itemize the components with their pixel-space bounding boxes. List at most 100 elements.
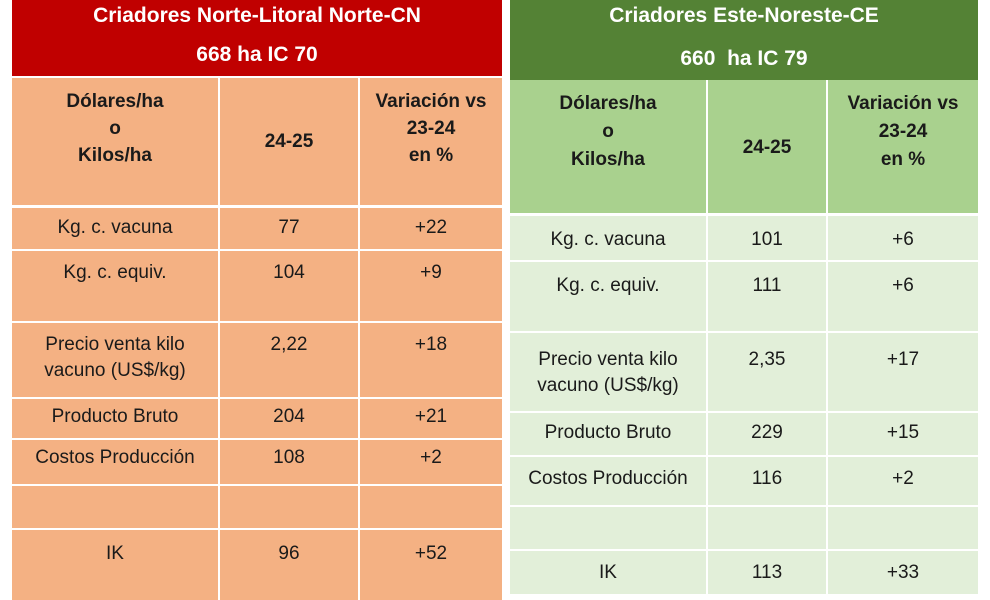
cn-row-value: 2,22	[220, 323, 360, 397]
cn-label-text: Producto Bruto	[51, 406, 179, 427]
cn-subtitle: 668 ha IC 70	[196, 43, 318, 66]
ce-table: Dólares/ha o Kilos/ha 24-25 Variación vs…	[510, 80, 978, 594]
ce-row-variation: +33	[828, 551, 978, 594]
cn-row-label: Precio venta kilo vacuno (US$/kg)	[12, 323, 220, 397]
cn-variation-text: +18	[414, 334, 448, 355]
cn-row-value: 104	[220, 251, 360, 321]
ce-variation-text: +15	[886, 422, 920, 443]
ce-row-variation	[828, 507, 978, 549]
ce-value-text: 2,35	[748, 349, 786, 370]
ce-row-label: Kg. c. vacuna	[510, 216, 708, 260]
cn-row-value: 204	[220, 399, 360, 438]
ce-label-text-line2: vacuno (US$/kg)	[537, 375, 679, 396]
ce-row-label: IK	[510, 551, 708, 594]
cn-row-label: Kg. c. vacuna	[12, 208, 220, 249]
ce-row-kg-equiv: Kg. c. equiv. 111 +6	[510, 262, 978, 333]
ce-title: Criadores Este-Noreste-CE	[609, 4, 879, 27]
cn-row-kg-equiv: Kg. c. equiv. 104 +9	[12, 251, 502, 323]
cn-row-label	[12, 486, 220, 528]
cn-table: Dólares/ha o Kilos/ha 24-25 Variación vs…	[12, 78, 502, 600]
ce-row-value: 111	[708, 262, 828, 331]
cn-panel: Criadores Norte-Litoral Norte-CN 668 ha …	[12, 0, 502, 600]
cn-row-variation: +9	[360, 251, 502, 321]
ce-header-variation-line2: 23-24	[878, 121, 928, 142]
ce-header-units-line2: o	[602, 121, 614, 142]
ce-value-text: 116	[751, 468, 783, 489]
cn-header-variation-line1: Variación vs	[375, 91, 487, 112]
cn-row-label: IK	[12, 530, 220, 600]
ce-value-text: 101	[751, 229, 783, 250]
cn-value-text: 108	[273, 447, 305, 468]
cn-value-text: 204	[273, 406, 305, 427]
cn-value-text: 104	[273, 262, 305, 283]
ce-row-variation: +6	[828, 262, 978, 331]
cn-row-label: Costos Producción	[12, 440, 220, 484]
cn-label-text-line1: Precio venta kilo	[45, 334, 185, 355]
ce-variation-text: +17	[886, 349, 920, 370]
cn-header-period: 24-25	[220, 78, 360, 205]
ce-row-variation: +15	[828, 413, 978, 455]
ce-row-label: Kg. c. equiv.	[510, 262, 708, 331]
cn-row-label: Kg. c. equiv.	[12, 251, 220, 321]
cn-table-header-row: Dólares/ha o Kilos/ha 24-25 Variación vs…	[12, 78, 502, 208]
ce-panel-header: Criadores Este-Noreste-CE 660 ha IC 79	[510, 0, 978, 80]
cn-label-text: IK	[106, 543, 124, 564]
cn-row-precio-venta: Precio venta kilo vacuno (US$/kg) 2,22 +…	[12, 323, 502, 399]
cn-value-text: 96	[278, 543, 300, 564]
cn-row-variation: +52	[360, 530, 502, 600]
cn-panel-header: Criadores Norte-Litoral Norte-CN 668 ha …	[12, 0, 502, 76]
ce-header-period-label: 24-25	[742, 137, 792, 158]
ce-header-period: 24-25	[708, 80, 828, 213]
cn-row-value	[220, 486, 360, 528]
ce-variation-text: +6	[892, 229, 914, 250]
ce-value-text: 229	[751, 422, 783, 443]
ce-variation-text: +33	[886, 562, 920, 583]
cn-header-period-label: 24-25	[264, 131, 314, 152]
cn-row-variation: +22	[360, 208, 502, 249]
ce-row-value: 2,35	[708, 333, 828, 411]
cn-label-text: Costos Producción	[35, 447, 195, 468]
cn-header-units: Dólares/ha o Kilos/ha	[12, 78, 220, 205]
ce-row-producto-bruto: Producto Bruto 229 +15	[510, 413, 978, 457]
cn-header-units-line2: o	[109, 118, 121, 139]
cn-row-empty	[12, 486, 502, 530]
ce-subtitle: 660 ha IC 79	[680, 47, 808, 70]
cn-variation-text: +52	[414, 543, 448, 564]
ce-label-text: IK	[599, 562, 617, 583]
ce-row-variation: +2	[828, 457, 978, 505]
cn-label-text-line2: vacuno (US$/kg)	[44, 360, 186, 381]
cn-row-value: 108	[220, 440, 360, 484]
ce-row-label: Costos Producción	[510, 457, 708, 505]
ce-label-text: Kg. c. equiv.	[556, 275, 660, 296]
ce-value-text: 113	[751, 562, 783, 583]
ce-row-value: 116	[708, 457, 828, 505]
cn-header-units-line1: Dólares/ha	[66, 91, 164, 112]
cn-row-variation: +18	[360, 323, 502, 397]
cn-variation-text: +9	[420, 262, 442, 283]
ce-row-value: 113	[708, 551, 828, 594]
cn-row-costos: Costos Producción 108 +2	[12, 440, 502, 486]
ce-row-label: Precio venta kilo vacuno (US$/kg)	[510, 333, 708, 411]
ce-panel: Criadores Este-Noreste-CE 660 ha IC 79 D…	[510, 0, 978, 594]
cn-row-kg-vacuna: Kg. c. vacuna 77 +22	[12, 208, 502, 251]
ce-row-variation: +17	[828, 333, 978, 411]
ce-row-variation: +6	[828, 216, 978, 260]
ce-row-value	[708, 507, 828, 549]
ce-row-label	[510, 507, 708, 549]
ce-header-units-line1: Dólares/ha	[559, 93, 657, 114]
cn-row-value: 96	[220, 530, 360, 600]
cn-row-ik: IK 96 +52	[12, 530, 502, 600]
cn-header-variation-line2: 23-24	[406, 118, 456, 139]
ce-row-precio-venta: Precio venta kilo vacuno (US$/kg) 2,35 +…	[510, 333, 978, 413]
cn-row-variation	[360, 486, 502, 528]
ce-row-costos: Costos Producción 116 +2	[510, 457, 978, 507]
ce-row-label: Producto Bruto	[510, 413, 708, 455]
cn-header-variation: Variación vs 23-24 en %	[360, 78, 502, 205]
ce-row-value: 229	[708, 413, 828, 455]
cn-header-units-line3: Kilos/ha	[78, 145, 152, 166]
ce-header-variation: Variación vs 23-24 en %	[828, 80, 978, 213]
cn-label-text: Kg. c. equiv.	[63, 262, 167, 283]
ce-row-value: 101	[708, 216, 828, 260]
ce-table-header-row: Dólares/ha o Kilos/ha 24-25 Variación vs…	[510, 80, 978, 216]
ce-header-units-line3: Kilos/ha	[571, 149, 645, 170]
